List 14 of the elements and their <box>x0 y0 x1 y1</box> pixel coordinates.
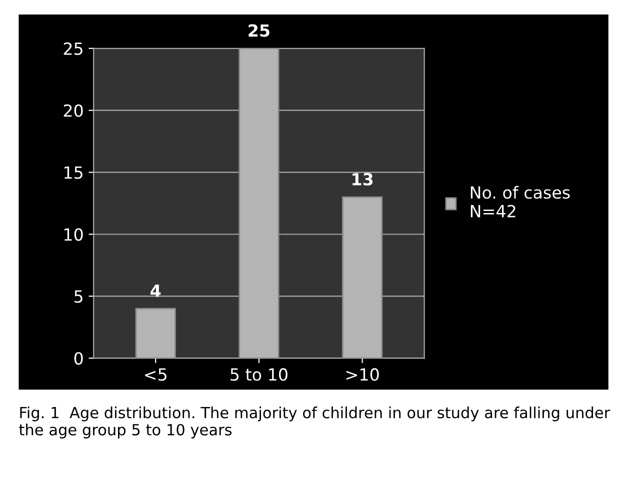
y-tick-label: 10 <box>64 228 83 241</box>
data-label: 4 <box>150 284 161 297</box>
legend-label: No. of cases N=42 <box>470 186 570 218</box>
x-tick-label: >10 <box>346 368 379 381</box>
y-tick-label: 20 <box>64 104 83 117</box>
data-label: 13 <box>352 172 373 186</box>
x-tick-label: 5 to 10 <box>230 368 288 381</box>
y-tick-label: 15 <box>64 166 82 179</box>
x-tick-label: <5 <box>145 368 166 381</box>
data-label: 25 <box>248 24 270 37</box>
y-tick-label: 25 <box>64 42 82 55</box>
y-tick-label: 0 <box>74 352 83 365</box>
y-tick-label: 5 <box>74 290 82 303</box>
caption: Fig. 1 Age distribution. The majority of children in our study are falling under the age group 5 to 10 years <box>19 406 610 438</box>
